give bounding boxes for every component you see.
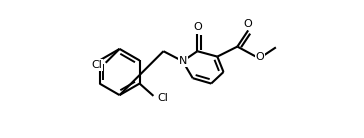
Text: O: O (244, 19, 253, 29)
Text: N: N (178, 56, 187, 66)
Text: Cl: Cl (91, 60, 102, 70)
Text: O: O (255, 52, 264, 62)
Text: O: O (193, 22, 202, 32)
Text: Cl: Cl (157, 93, 168, 103)
